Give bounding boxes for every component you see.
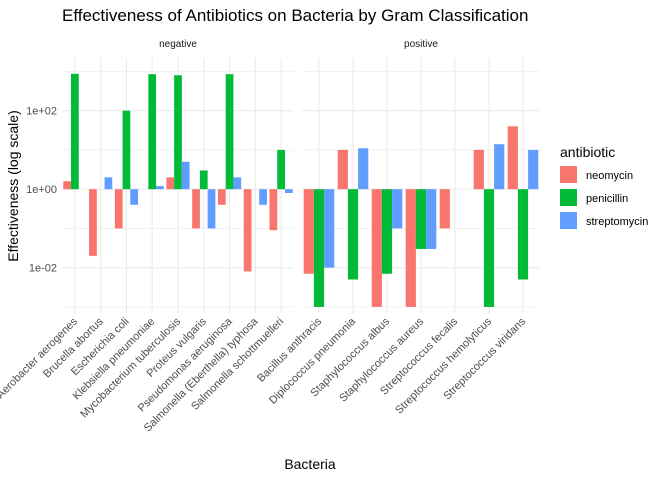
bar-penicillin-1 [347, 189, 359, 280]
bar-streptomycin-5 [207, 189, 216, 229]
bar-neomycin-5 [473, 149, 484, 190]
bar-streptomycin-1 [104, 177, 113, 190]
bar-penicillin-3 [415, 189, 427, 249]
bar-streptomycin-2 [392, 189, 403, 229]
bar-streptomycin-2 [130, 189, 139, 205]
facet-label-negative: negative [159, 39, 197, 50]
bar-neomycin-2 [114, 189, 123, 229]
legend-swatch-streptomycin [560, 212, 577, 229]
bar-streptomycin-1 [358, 148, 369, 190]
legend-swatch-neomycin [560, 166, 577, 183]
y-tick-label-2: 1e+02 [26, 106, 57, 118]
bar-streptomycin-0 [324, 189, 335, 268]
bar-penicillin-0 [71, 73, 79, 190]
legend-swatch-penicillin [560, 189, 577, 206]
bar-penicillin-4 [174, 75, 182, 190]
bar-neomycin-1 [89, 189, 97, 256]
bar-streptomycin-7 [259, 189, 267, 205]
bar-penicillin-6 [225, 74, 234, 190]
bar-penicillin-0 [313, 189, 325, 307]
bar-neomycin-4 [166, 177, 175, 190]
legend-label-neomycin: neomycin [586, 170, 633, 182]
bar-penicillin-8 [277, 149, 285, 190]
bar-neomycin-2 [371, 189, 382, 307]
bar-neomycin-7 [243, 189, 252, 272]
facet-label-positive: positive [404, 39, 438, 50]
bar-neomycin-0 [63, 181, 72, 190]
bar-streptomycin-3 [156, 186, 164, 190]
bar-penicillin-2 [122, 110, 131, 190]
legend-label-penicillin: penicillin [586, 193, 628, 205]
bar-penicillin-2 [381, 189, 393, 274]
bar-streptomycin-3 [426, 189, 437, 249]
bar-streptomycin-6 [233, 177, 242, 190]
chart-title: Effectiveness of Antibiotics on Bacteria… [62, 6, 528, 25]
bar-penicillin-3 [148, 74, 157, 190]
bar-penicillin-6 [517, 189, 529, 280]
bar-neomycin-8 [269, 189, 278, 231]
bar-neomycin-6 [217, 189, 226, 205]
bar-penicillin-5 [199, 170, 208, 190]
bar-streptomycin-4 [181, 161, 190, 190]
y-tick-label-1: 1e+00 [26, 184, 57, 196]
bar-streptomycin-8 [284, 189, 293, 193]
bar-neomycin-5 [192, 189, 200, 229]
legend-title: antibiotic [560, 144, 615, 160]
x-axis-title: Bacteria [284, 456, 336, 472]
legend-label-streptomycin: streptomycin [586, 216, 648, 228]
bar-penicillin-5 [483, 189, 495, 307]
bar-neomycin-4 [439, 189, 450, 229]
bar-streptomycin-5 [494, 144, 505, 190]
bar-neomycin-1 [337, 149, 348, 190]
y-tick-label-0: 1e-02 [29, 263, 57, 275]
y-axis-title: Effectiveness (log scale) [5, 110, 21, 261]
bar-neomycin-0 [303, 189, 314, 274]
bar-neomycin-6 [507, 126, 518, 190]
bar-neomycin-3 [405, 189, 416, 307]
bar-streptomycin-6 [528, 149, 539, 190]
